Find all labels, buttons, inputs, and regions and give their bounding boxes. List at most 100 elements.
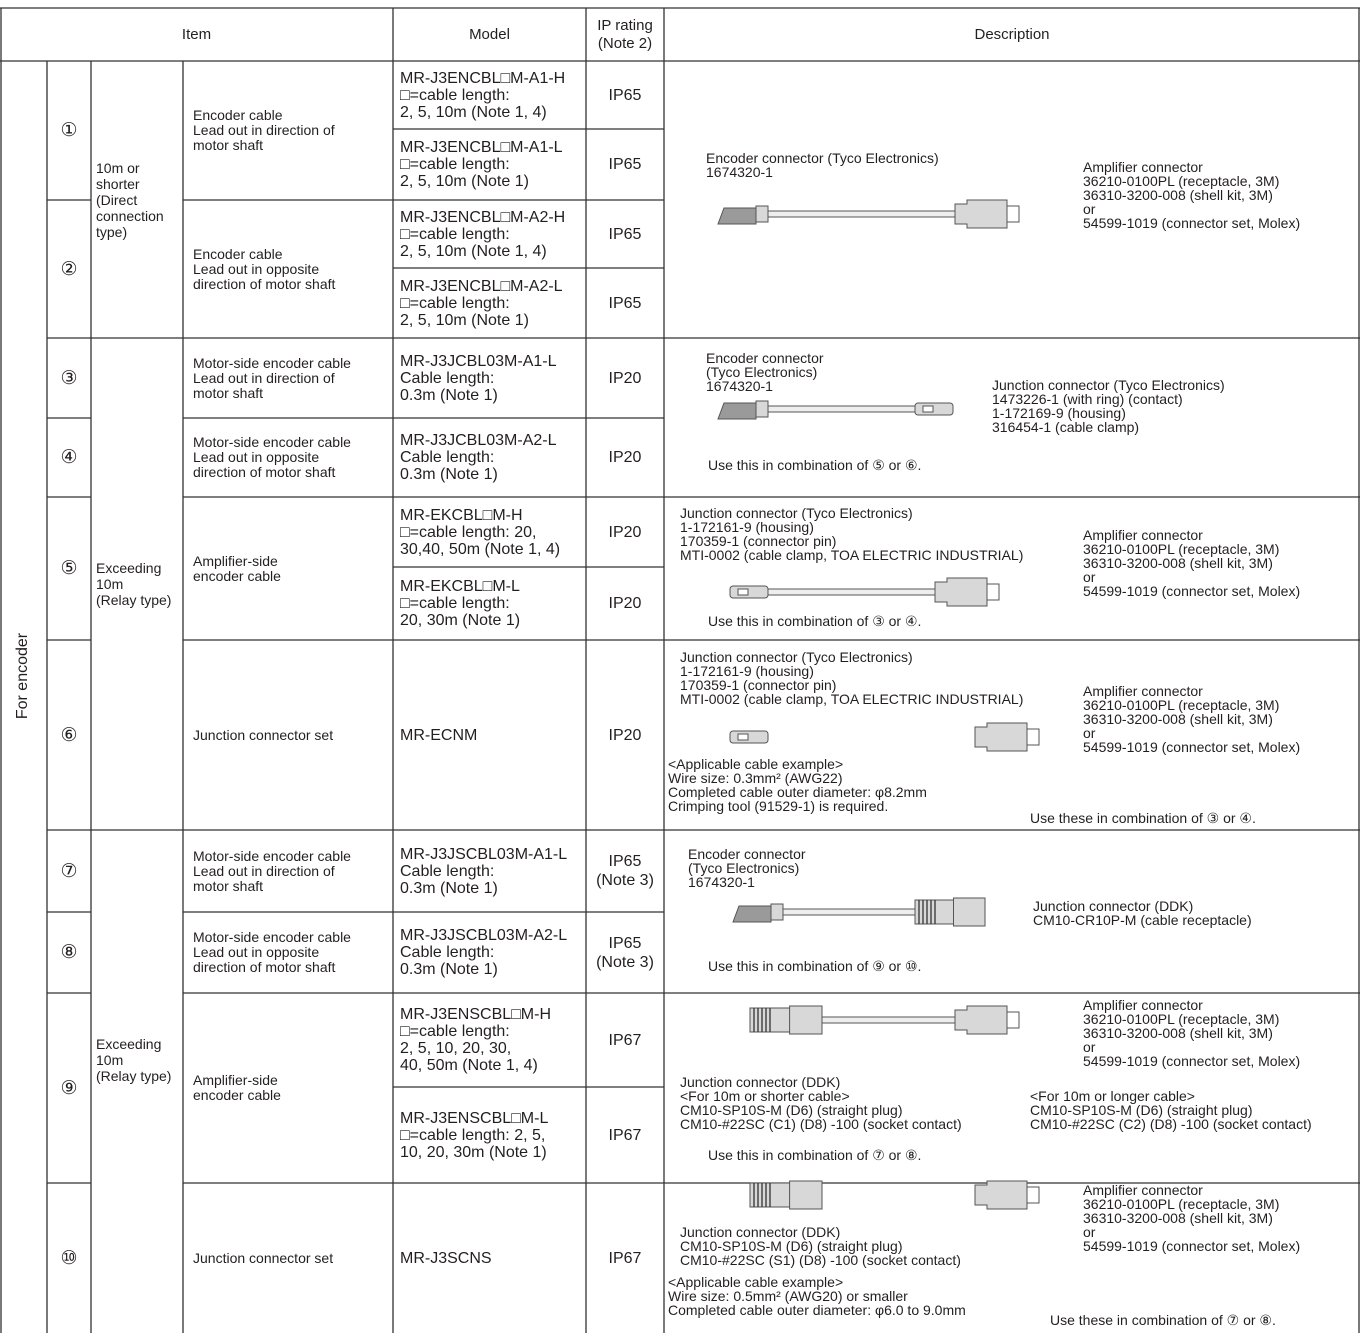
- item-number: ⑨: [60, 1077, 78, 1099]
- amplifier-connector: [954, 199, 1008, 229]
- model-name: MR-J3ENSCBL□M-L □=cable length: 2, 5, 10…: [400, 1109, 549, 1161]
- cable: [767, 405, 916, 413]
- description-text: Junction connector (DDK) <For 10m or sho…: [680, 1074, 962, 1132]
- encoder-connector-boot: [770, 903, 784, 921]
- ip-rating: IP20: [608, 523, 642, 541]
- header-cell: Item: [181, 25, 212, 43]
- junction-connector: [729, 730, 769, 744]
- amplifier-connector: [954, 1005, 1008, 1035]
- encoder-connector-boot: [755, 205, 769, 223]
- description-text: Junction connector (Tyco Electronics) 1-…: [680, 505, 1024, 563]
- description-text: <Applicable cable example> Wire size: 0.…: [668, 756, 927, 814]
- amplifier-connector: [974, 722, 1028, 752]
- item-number: ⑤: [60, 558, 78, 579]
- description-text: Use this in combination of ⑨ or ⑩.: [708, 958, 922, 974]
- item-name: Encoder cable Lead out in opposite direc…: [193, 245, 336, 292]
- description-text: Encoder connector (Tyco Electronics) 167…: [706, 350, 824, 394]
- item-number: ④: [60, 447, 78, 468]
- ip-rating: IP20: [608, 595, 642, 612]
- ip-rating: IP65: [608, 294, 642, 312]
- model-name: MR-J3ENCBL□M-A1-H □=cable length: 2, 5, …: [400, 69, 566, 121]
- cable: [767, 210, 956, 218]
- ip-rating: IP67: [608, 1031, 642, 1049]
- ip-rating: IP65 (Note 3): [596, 934, 654, 971]
- amplifier-connector: [974, 1180, 1028, 1210]
- ip-rating: IP65: [608, 86, 642, 104]
- item-number: ①: [60, 120, 78, 141]
- description-text: Use this in combination of ⑦ or ⑧.: [708, 1147, 922, 1163]
- range-label: Exceeding 10m (Relay type): [96, 1036, 172, 1084]
- cable: [782, 908, 916, 916]
- ddk-connector-nut: [789, 1005, 823, 1035]
- ip-rating: IP67: [608, 1249, 642, 1267]
- item-number: ⑦: [60, 860, 78, 882]
- item-name: Junction connector set: [193, 726, 334, 743]
- description-text: <Applicable cable example> Wire size: 0.…: [668, 1274, 966, 1318]
- item-number: ⑩: [60, 1247, 78, 1269]
- model-name: MR-ECNM: [400, 726, 478, 744]
- junction-connector-pin: [922, 405, 934, 413]
- description-text: Junction connector (Tyco Electronics) 14…: [992, 377, 1225, 435]
- junction-connector-pin: [737, 733, 749, 741]
- amplifier-connector: [934, 577, 988, 607]
- description-text: Junction connector (DDK) CM10-CR10P-M (c…: [1033, 898, 1252, 928]
- item-name: Motor-side encoder cable Lead out in opp…: [193, 929, 351, 975]
- junction-connector: [914, 402, 954, 416]
- model-name: MR-EKCBL□M-H □=cable length: 20, 30,40, …: [400, 506, 561, 558]
- description-text: Amplifier connector 36210-0100PL (recept…: [1083, 997, 1301, 1069]
- header-cell: Description: [974, 25, 1050, 43]
- item-number: ②: [60, 258, 78, 280]
- category-label: For encoder: [14, 632, 31, 720]
- ip-rating: IP20: [608, 369, 642, 387]
- description-text: Amplifier connector 36210-0100PL (recept…: [1083, 1182, 1301, 1254]
- amplifier-connector-tab: [986, 583, 1000, 601]
- ip-rating: IP67: [608, 1126, 642, 1144]
- description-text: Amplifier connector 36210-0100PL (recept…: [1083, 159, 1301, 231]
- description-text: Junction connector (Tyco Electronics) 1-…: [680, 649, 1024, 707]
- encoder-connector: [717, 402, 757, 420]
- amplifier-connector-tab: [1006, 1011, 1020, 1029]
- model-name: MR-J3SCNS: [400, 1249, 492, 1267]
- amplifier-connector-tab: [1006, 205, 1020, 223]
- description-text: <For 10m or longer cable> CM10-SP10S-M (…: [1030, 1088, 1312, 1132]
- ip-rating: IP20: [608, 449, 642, 466]
- description-text: Encoder connector (Tyco Electronics) 167…: [688, 846, 806, 890]
- ip-rating: IP65: [608, 156, 642, 173]
- model-name: MR-J3JCBL03M-A1-L Cable length: 0.3m (No…: [400, 352, 557, 404]
- description-text: Encoder connector (Tyco Electronics) 167…: [706, 150, 939, 180]
- header-cell: IP rating (Note 2): [597, 16, 653, 52]
- model-name: MR-J3ENSCBL□M-H □=cable length: 2, 5, 10…: [400, 1006, 552, 1074]
- cable: [821, 1016, 956, 1024]
- ip-rating: IP65 (Note 3): [596, 853, 654, 889]
- model-name: MR-J3ENCBL□M-A2-H □=cable length: 2, 5, …: [400, 208, 566, 260]
- ddk-connector-nut: [789, 1180, 823, 1210]
- item-number: ⑧: [60, 942, 78, 963]
- item-name: Junction connector set: [193, 1249, 334, 1266]
- amplifier-connector-tab: [1026, 728, 1040, 746]
- junction-connector-pin: [737, 588, 749, 596]
- item-name: Amplifier-side encoder cable: [193, 552, 281, 584]
- encoder-connector: [717, 207, 757, 225]
- model-name: MR-EKCBL□M-L □=cable length: 20, 30m (No…: [400, 578, 521, 629]
- range-label: 10m or shorter (Direct connection type): [96, 159, 164, 240]
- ip-rating: IP65: [608, 225, 642, 243]
- model-name: MR-J3JSCBL03M-A2-L Cable length: 0.3m (N…: [400, 927, 568, 978]
- model-name: MR-J3ENCBL□M-A2-L □=cable length: 2, 5, …: [400, 277, 563, 329]
- cable: [767, 588, 936, 596]
- item-name: Amplifier-side encoder cable: [193, 1072, 281, 1103]
- model-name: MR-J3JCBL03M-A2-L Cable length: 0.3m (No…: [400, 432, 557, 483]
- item-name: Motor-side encoder cable Lead out in dir…: [193, 847, 351, 894]
- ip-rating: IP20: [608, 726, 642, 744]
- item-number: ③: [60, 367, 78, 389]
- description-text: Junction connector (DDK) CM10-SP10S-M (D…: [680, 1224, 961, 1268]
- amplifier-connector-tab: [1026, 1186, 1040, 1204]
- ddk-connector-nut: [953, 897, 986, 927]
- item-name: Motor-side encoder cable Lead out in opp…: [193, 434, 351, 480]
- item-name: Motor-side encoder cable Lead out in dir…: [193, 354, 351, 401]
- junction-connector: [729, 585, 769, 599]
- range-label: Exceeding 10m (Relay type): [96, 560, 172, 608]
- description-text: Use this in combination of ③ or ④.: [708, 613, 922, 629]
- item-name: Encoder cable Lead out in direction of m…: [193, 107, 335, 153]
